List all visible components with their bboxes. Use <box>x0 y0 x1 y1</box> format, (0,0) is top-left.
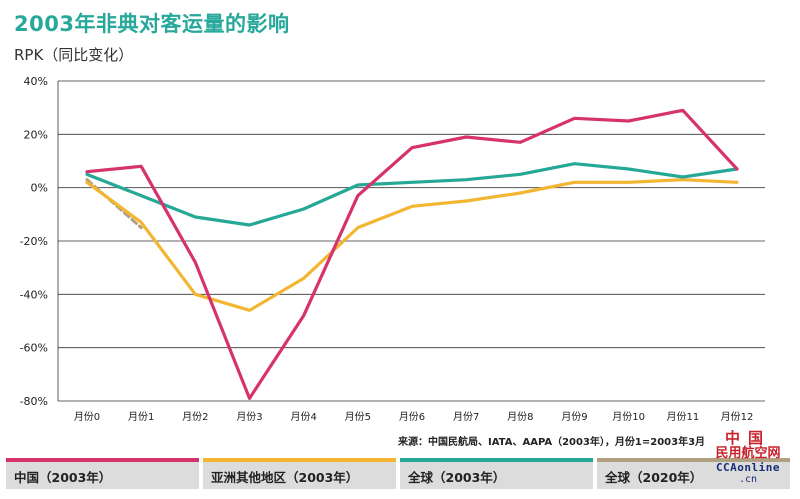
legend-swatch <box>597 458 790 462</box>
legend-item-asia-2003: 亚洲其他地区（2003年） <box>203 458 396 489</box>
x-tick-label: 月份1 <box>128 411 154 423</box>
legend-label: 全球（2003年） <box>408 470 506 485</box>
logo-text-china: 中国 <box>724 429 771 447</box>
y-tick-label: -40% <box>20 288 48 301</box>
series-line-2 <box>85 162 739 227</box>
legend: 中国（2003年） 亚洲其他地区（2003年） 全球（2003年） 全球（202… <box>6 458 790 490</box>
y-tick-label: -80% <box>20 395 48 408</box>
x-tick-label: 月份10 <box>612 411 645 423</box>
x-tick-label: 月份6 <box>399 411 425 423</box>
series-line-0 <box>85 108 739 400</box>
x-tick-label: 月份8 <box>507 411 533 423</box>
line-chart: 40% 20% 0% -20% -40% -60% -80% 月份0 月份1 月份2 月份3 月份4… <box>20 75 765 423</box>
legend-swatch <box>203 458 396 462</box>
chart-subtitle: RPK（同比变化） <box>14 46 134 64</box>
legend-item-global-2020: 全球（2020年） <box>597 458 790 489</box>
x-tick-label: 月份12 <box>721 411 754 423</box>
legend-item-global-2003: 全球（2003年） <box>400 458 593 489</box>
x-tick-label: 月份3 <box>236 411 262 423</box>
x-axis-labels: 月份0 月份1 月份2 月份3 月份4 月份5 月份6 月份7 月份8 月份9 月份10 月份11 月份… <box>74 411 754 423</box>
x-tick-label: 月份9 <box>561 411 587 423</box>
chart-title: 2003年非典对客运量的影响 <box>14 12 290 36</box>
x-tick-label: 月份2 <box>182 411 208 423</box>
x-tick-label: 月份4 <box>290 411 316 423</box>
y-tick-label: 0% <box>31 182 48 195</box>
legend-label: 中国（2003年） <box>14 470 112 485</box>
legend-swatch <box>400 458 593 462</box>
x-tick-label: 月份0 <box>74 411 100 423</box>
x-tick-label: 月份5 <box>345 411 371 423</box>
source-note: 来源：中国民航局、IATA、AAPA（2003年），月份1=2003年3月 <box>398 437 706 448</box>
logo-text-ccaonline: CCAonline <box>715 461 781 474</box>
legend-label: 全球（2020年） <box>605 470 703 485</box>
y-axis-labels: 40% 20% 0% -20% -40% -60% -80% <box>20 75 48 408</box>
y-tick-label: 20% <box>24 128 48 141</box>
legend-swatch <box>6 458 199 462</box>
series-line-1 <box>85 178 739 312</box>
y-tick-label: 40% <box>24 75 48 88</box>
grid-lines <box>57 80 765 402</box>
logo-text-domain: .cn <box>738 474 758 485</box>
legend-item-china-2003: 中国（2003年） <box>6 458 199 489</box>
x-tick-label: 月份11 <box>666 411 699 423</box>
x-tick-label: 月份7 <box>453 411 479 423</box>
y-tick-label: -20% <box>20 235 48 248</box>
ccaonline-logo: 中国 民用航空网 CCAonline .cn <box>706 430 790 485</box>
logo-text-civil-aviation: 民用航空网 <box>715 446 781 461</box>
series-lines <box>85 108 739 400</box>
y-tick-label: -60% <box>20 342 48 355</box>
legend-label: 亚洲其他地区（2003年） <box>211 470 359 485</box>
